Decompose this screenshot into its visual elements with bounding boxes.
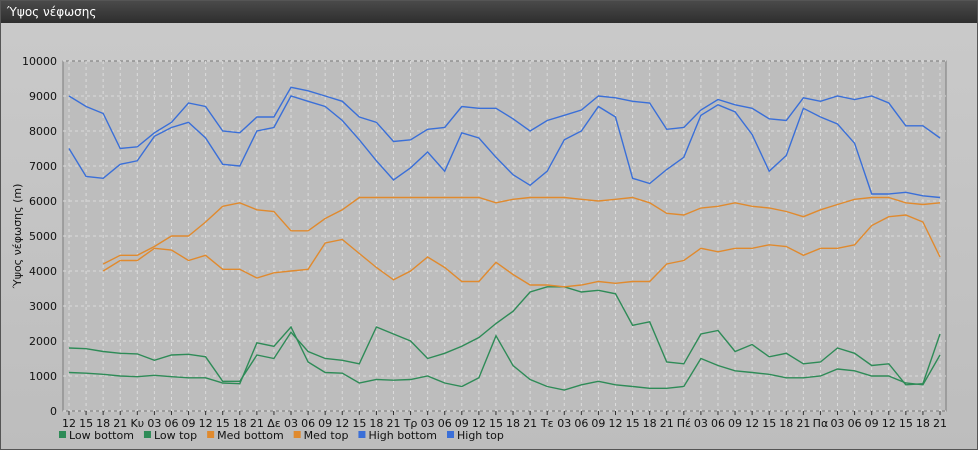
x-tick-label: 12 xyxy=(199,417,213,430)
x-tick-label: 06 xyxy=(711,417,725,430)
legend-swatch xyxy=(358,431,366,438)
x-tick-label: 12 xyxy=(745,417,759,430)
x-tick-label: Πα xyxy=(813,417,829,430)
y-axis-label: Ύψος νέφωσης (m) xyxy=(11,184,24,290)
x-tick-label: 12 xyxy=(62,417,76,430)
legend-entry: Low bottom xyxy=(69,429,134,442)
legend-swatch xyxy=(143,431,151,438)
legend-entry: High bottom xyxy=(368,429,437,442)
x-tick-label: 03 xyxy=(831,417,845,430)
x-tick-label: 18 xyxy=(506,417,520,430)
legend-entry: Low top xyxy=(154,429,197,442)
x-tick-label: 15 xyxy=(352,417,366,430)
x-tick-label: 12 xyxy=(609,417,623,430)
x-tick-label: 06 xyxy=(301,417,315,430)
x-tick-label: Τε xyxy=(540,417,554,430)
x-tick-label: Πέ xyxy=(677,417,691,430)
y-tick-label: 2000 xyxy=(29,335,57,348)
x-tick-label: 03 xyxy=(421,417,435,430)
x-tick-label: 12 xyxy=(472,417,486,430)
series-line-low-top xyxy=(68,286,941,386)
y-tick-label: 10000 xyxy=(22,55,57,68)
y-tick-label: 8000 xyxy=(29,125,57,138)
line-chart: 0 1000 2000 3000 4000 5000 6000 7000 8000 9000 100… xyxy=(11,55,947,442)
x-tick-label: 21 xyxy=(523,417,537,430)
x-tick-label: 15 xyxy=(626,417,640,430)
series-line-high-bottom xyxy=(68,95,941,199)
x-tick-label: 18 xyxy=(916,417,930,430)
y-tick-label: 3000 xyxy=(29,300,57,313)
y-tick-label: 9000 xyxy=(29,90,57,103)
x-tick-label: Τρ xyxy=(403,417,418,430)
x-tick-label: 09 xyxy=(865,417,879,430)
x-tick-label: 21 xyxy=(933,417,947,430)
x-tick-label: 09 xyxy=(728,417,742,430)
series-line-med-top xyxy=(102,196,941,265)
x-tick-label: 12 xyxy=(882,417,896,430)
x-tick-label: 21 xyxy=(796,417,810,430)
x-tick-label: Δε xyxy=(267,417,281,430)
x-tick-label: 18 xyxy=(779,417,793,430)
x-tick-label: 09 xyxy=(455,417,469,430)
legend-swatch xyxy=(59,431,66,438)
y-tick-label: 1000 xyxy=(29,370,57,383)
y-tick-label: 6000 xyxy=(29,195,57,208)
window-title: Ύψος νέφωσης xyxy=(1,1,977,23)
x-tick-label: 15 xyxy=(489,417,503,430)
x-tick-label: 03 xyxy=(284,417,298,430)
legend-swatch xyxy=(207,431,215,438)
series-line-med-bottom xyxy=(102,214,941,288)
y-tick-label: 0 xyxy=(50,405,57,418)
x-tick-label: 09 xyxy=(318,417,332,430)
series-line-low-bottom xyxy=(68,325,941,391)
y-tick-label: 7000 xyxy=(29,160,57,173)
x-tick-label: 15 xyxy=(216,417,230,430)
x-tick-label: 06 xyxy=(438,417,452,430)
x-tick-label: 03 xyxy=(147,417,161,430)
legend-entry: Med top xyxy=(304,429,349,442)
x-tick-label: 18 xyxy=(643,417,657,430)
x-tick-label: 21 xyxy=(113,417,127,430)
legend-swatch xyxy=(447,431,454,438)
x-tick-label: 18 xyxy=(96,417,110,430)
x-tick-label: 06 xyxy=(164,417,178,430)
x-tick-label: 18 xyxy=(233,417,247,430)
x-tick-label: 03 xyxy=(694,417,708,430)
y-tick-label: 5000 xyxy=(29,230,57,243)
x-tick-label: 09 xyxy=(591,417,605,430)
x-tick-label: 15 xyxy=(762,417,776,430)
x-tick-label: 21 xyxy=(250,417,264,430)
legend-entry: High top xyxy=(457,429,504,442)
x-tick-label: 06 xyxy=(848,417,862,430)
y-tick-label: 4000 xyxy=(29,265,57,278)
x-tick-label: Κυ xyxy=(131,417,145,430)
x-tick-label: 18 xyxy=(369,417,383,430)
x-tick-label: 15 xyxy=(899,417,913,430)
x-tick-label: 09 xyxy=(182,417,196,430)
x-tick-label: 03 xyxy=(557,417,571,430)
x-tick-label: 15 xyxy=(79,417,93,430)
x-tick-label: 06 xyxy=(574,417,588,430)
x-tick-label: 12 xyxy=(335,417,349,430)
series-line-high-top xyxy=(68,86,941,150)
legend-swatch xyxy=(293,431,301,438)
legend-entry: Med bottom xyxy=(217,429,284,442)
x-tick-label: 21 xyxy=(386,417,400,430)
x-tick-label: 21 xyxy=(660,417,674,430)
